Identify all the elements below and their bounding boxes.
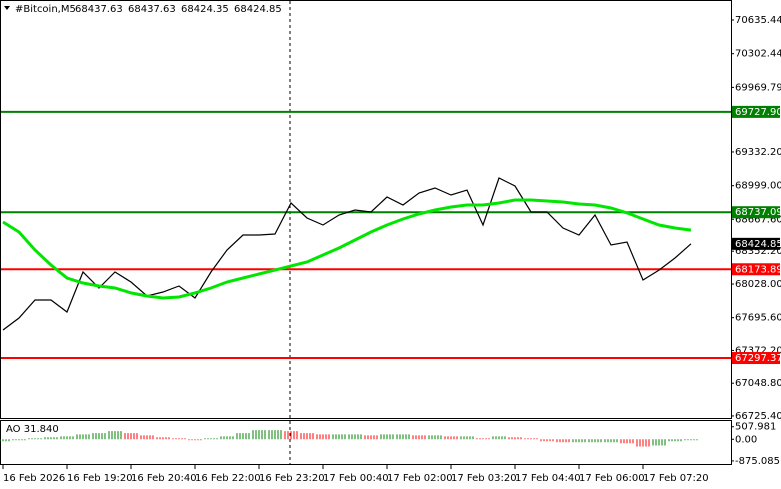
level-label-box — [732, 263, 780, 276]
indicator-panel — [0, 420, 732, 465]
level-label: 68173.89 — [735, 264, 781, 275]
price-label: 68424.85 — [735, 239, 781, 250]
open: 68437.63 — [75, 4, 123, 15]
y-tick-label: 67695.60 — [735, 313, 781, 324]
x-tick-label: 17 Feb 04:40 — [515, 473, 581, 484]
x-tick-label: 17 Feb 00:40 — [323, 473, 389, 484]
price-label-box — [732, 237, 780, 250]
x-tick-label: 17 Feb 03:20 — [451, 473, 517, 484]
y-tick-label: 69332.20 — [735, 147, 781, 158]
y-tick-label: 68667.60 — [735, 214, 781, 225]
main-panel — [0, 0, 732, 419]
indicator-title: AO 31.840 — [6, 424, 59, 435]
y-tick-label: 67372.20 — [735, 345, 781, 356]
y-tick-label: 68352.20 — [735, 246, 781, 257]
ao-tick-label: -875.085 — [735, 456, 780, 467]
x-tick-label: 16 Feb 23:20 — [259, 473, 325, 484]
level-label-box — [732, 206, 780, 219]
x-tick-label: 17 Feb 02:00 — [387, 473, 453, 484]
level-label: 68737.09 — [735, 207, 781, 218]
x-tick-label: 16 Feb 20:40 — [131, 473, 197, 484]
level-label-box — [732, 352, 780, 365]
y-tick-label: 70635.44 — [735, 15, 781, 26]
y-tick-label: 66725.40 — [735, 411, 781, 422]
menu-triangle — [4, 6, 10, 10]
x-tick-label: 17 Feb 07:20 — [643, 473, 709, 484]
ao-tick-label: 0.00 — [735, 434, 757, 445]
level-label: 67297.37 — [735, 353, 781, 364]
price-line — [2, 177, 692, 331]
level-label-box — [732, 105, 780, 118]
y-tick-label: 70302.44 — [735, 49, 781, 60]
y-tick-label: 69969.79 — [735, 82, 781, 93]
close: 68424.85 — [234, 4, 282, 15]
y-tick-label: 67048.80 — [735, 378, 781, 389]
x-tick-label: 16 Feb 22:00 — [195, 473, 261, 484]
low: 68424.35 — [181, 4, 229, 15]
y-tick-label: 68028.00 — [735, 279, 781, 290]
level-label: 69727.90 — [735, 107, 781, 118]
ao-tick-label: 507.981 — [735, 422, 776, 433]
x-tick-label: 17 Feb 06:00 — [579, 473, 645, 484]
x-tick-label: 16 Feb 2026 — [3, 473, 65, 484]
high: 68437.63 — [128, 4, 176, 15]
x-tick-label: 16 Feb 19:20 — [67, 473, 133, 484]
y-tick-label: 68999.00 — [735, 181, 781, 192]
moving-average — [2, 198, 692, 300]
symbol: #Bitcoin,M5 — [15, 4, 76, 15]
